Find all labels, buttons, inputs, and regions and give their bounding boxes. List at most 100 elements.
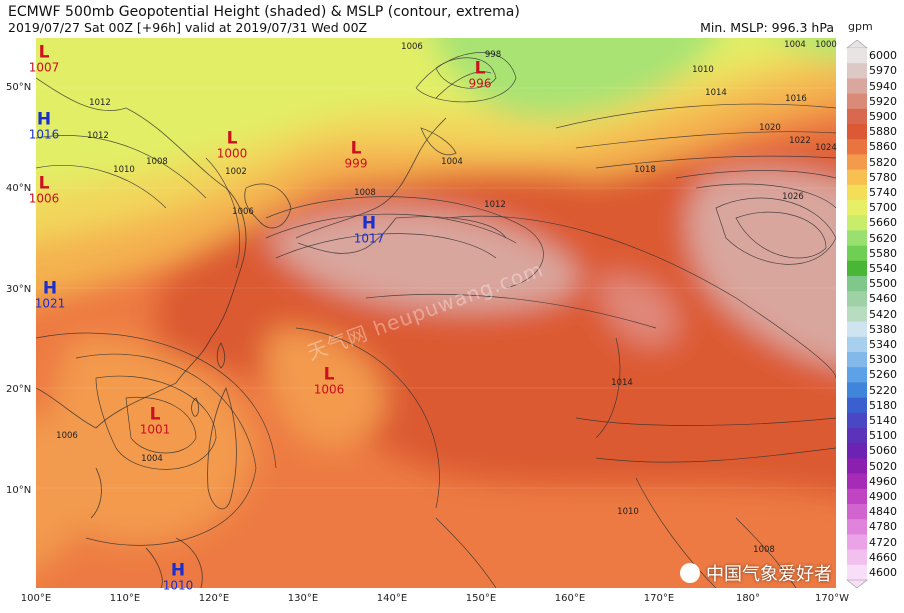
- isobar-label: 1008: [354, 188, 376, 198]
- colorbar-label: 5180: [869, 398, 897, 412]
- isobar-label: 1010: [113, 165, 135, 175]
- isobar-label: 1004: [784, 40, 806, 50]
- colorbar-label: 5540: [869, 261, 897, 275]
- colorbar-swatch: [847, 321, 867, 338]
- colorbar-swatch: [847, 245, 867, 262]
- colorbar-max-arrow: [846, 40, 868, 49]
- high-pressure-center: H 1017: [353, 213, 385, 246]
- colorbar-swatch: [847, 488, 867, 505]
- map-canvas: [36, 38, 836, 588]
- colorbar-swatch: [847, 534, 867, 550]
- isobar-label: 1008: [146, 157, 168, 167]
- colorbar-label: 5100: [869, 429, 897, 443]
- high-pressure-center: H 1016: [28, 109, 60, 142]
- colorbar-label: 5660: [869, 216, 897, 230]
- colorbar-swatch: [847, 291, 867, 307]
- lon-label-170w: 170°W: [815, 593, 849, 604]
- colorbar-swatch: [847, 93, 867, 110]
- height-shading: [36, 38, 836, 588]
- isobar-label: 1012: [87, 131, 109, 141]
- colorbar-swatch: [847, 382, 867, 398]
- lon-label-150e: 150°E: [465, 593, 497, 604]
- colorbar-label: 5740: [869, 185, 897, 199]
- colorbar-label: 5860: [869, 140, 897, 154]
- isobar-label: 1002: [225, 167, 247, 177]
- weather-map: [36, 38, 836, 588]
- lon-label-130e: 130°E: [287, 593, 319, 604]
- colorbar-swatch: [847, 260, 867, 277]
- colorbar-swatch: [847, 124, 867, 140]
- wechat-icon: [680, 563, 700, 583]
- isobar-label: 1012: [484, 200, 506, 210]
- isobar-label: 1012: [89, 98, 111, 108]
- colorbar-label: 4660: [869, 550, 897, 564]
- isobar-label: 1006: [56, 431, 78, 441]
- colorbar-label: 5140: [869, 413, 897, 427]
- isobar-label: 1010: [692, 65, 714, 75]
- isobar-label: 1026: [782, 192, 804, 202]
- lat-label-50n: 50°N: [6, 82, 32, 93]
- colorbar-swatch: [847, 443, 867, 459]
- colorbar-label: 6000: [869, 49, 897, 63]
- low-pressure-center: L 1007: [28, 42, 60, 75]
- isobar-label: 1000: [815, 40, 837, 50]
- colorbar-label: 4780: [869, 520, 897, 534]
- high-pressure-center: H 1021: [34, 278, 66, 311]
- colorbar-label: 5940: [869, 79, 897, 93]
- colorbar-swatch: [847, 154, 867, 170]
- colorbar-swatch: [847, 276, 867, 292]
- colorbar-label: 5900: [869, 109, 897, 123]
- colorbar-swatch: [847, 215, 867, 231]
- isobar-label: 1004: [141, 454, 163, 464]
- colorbar-swatch: [847, 78, 867, 94]
- coastlines: [36, 71, 492, 588]
- colorbar-swatch: [847, 564, 867, 581]
- colorbar-swatch: [847, 63, 867, 79]
- mslp-isobars: [36, 52, 836, 588]
- colorbar-swatch: [847, 504, 867, 520]
- colorbar-label: 5780: [869, 170, 897, 184]
- chart-title: ECMWF 500mb Geopotential Height (shaded)…: [8, 4, 520, 20]
- colorbar-swatch: [847, 352, 867, 368]
- colorbar-label: 5380: [869, 322, 897, 336]
- colorbar-swatch: [847, 336, 867, 353]
- low-pressure-center: L 996: [468, 58, 492, 91]
- lon-label-170e: 170°E: [643, 593, 675, 604]
- colorbar-swatch: [847, 412, 867, 429]
- colorbar-label: 4600: [869, 565, 897, 579]
- low-pressure-center: L 1001: [139, 404, 171, 437]
- lon-label-110e: 110°E: [109, 593, 141, 604]
- isobar-label: 1006: [232, 207, 254, 217]
- lat-label-30n: 30°N: [6, 284, 32, 295]
- colorbar-swatch: [847, 230, 867, 246]
- low-pressure-center: L 1006: [313, 364, 345, 397]
- colorbar-swatch: [847, 184, 867, 201]
- colorbar-label: 5020: [869, 459, 897, 473]
- isobar-label: 1022: [789, 136, 811, 146]
- colorbar-label: 5460: [869, 292, 897, 306]
- colorbar-label: 5500: [869, 277, 897, 291]
- colorbar-swatch: [847, 458, 867, 474]
- isobar-label: 1006: [401, 42, 423, 52]
- low-pressure-center: L 999: [344, 138, 368, 171]
- colorbar-label: 4900: [869, 489, 897, 503]
- colorbar-swatch: [847, 367, 867, 383]
- colorbar-swatch: [847, 108, 867, 125]
- low-pressure-center: L 1006: [28, 173, 60, 206]
- colorbar-label: 5340: [869, 337, 897, 351]
- lon-label-160e: 160°E: [554, 593, 586, 604]
- colorbar-unit: gpm: [848, 20, 873, 33]
- colorbar-swatch: [847, 48, 867, 64]
- isobar-label: 1014: [611, 378, 633, 388]
- isobar-label: 1014: [705, 88, 727, 98]
- colorbar: [846, 40, 868, 588]
- colorbar-swatch: [847, 397, 867, 414]
- colorbar-label: 5920: [869, 94, 897, 108]
- colorbar-swatch: [847, 169, 867, 186]
- colorbar-label: 5970: [869, 64, 897, 78]
- lat-lon-grid: [36, 87, 836, 489]
- lat-label-20n: 20°N: [6, 384, 32, 395]
- colorbar-swatch: [847, 549, 867, 566]
- valid-time-subtitle: 2019/07/27 Sat 00Z [+96h] valid at 2019/…: [8, 20, 368, 35]
- colorbar-label: 5700: [869, 201, 897, 215]
